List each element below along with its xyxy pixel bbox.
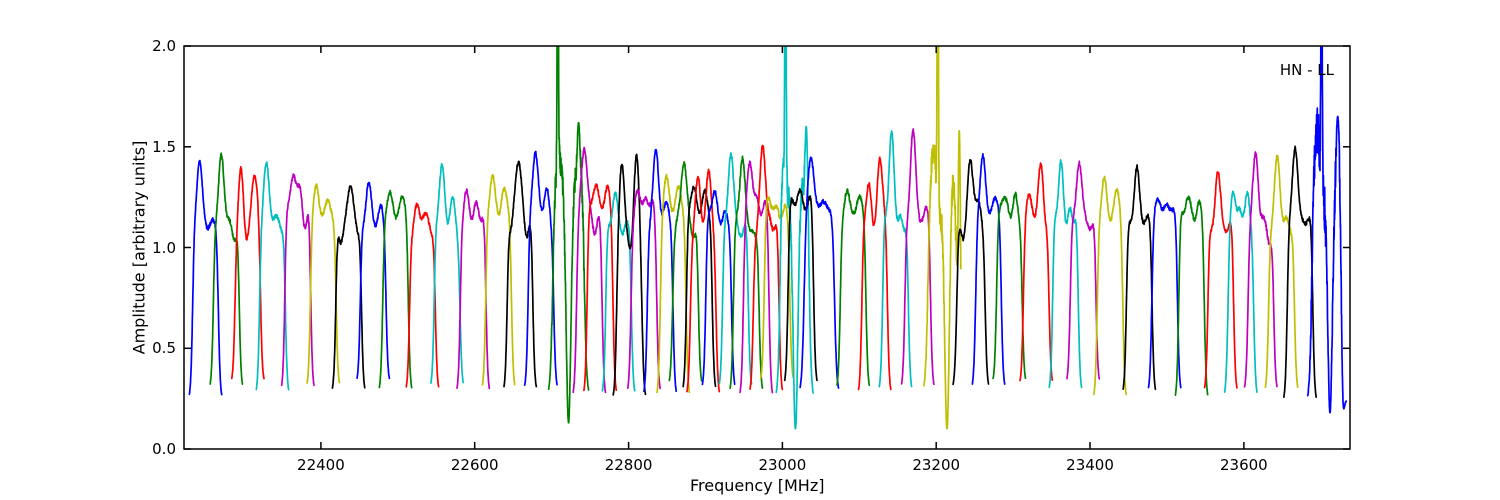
x-tick-label: 23200 [912,456,961,474]
y-tick-label: 0.0 [152,440,176,458]
y-tick-label: 2.0 [152,37,176,55]
x-tick-label: 23600 [1220,456,1268,474]
y-tick-label: 0.5 [152,339,176,358]
corner-label: HN - LL [1279,61,1334,79]
x-tick-label: 22400 [297,456,345,474]
y-tick-label: 1.5 [152,137,176,156]
x-tick-label: 23000 [758,456,807,474]
x-tick-label: 22800 [604,456,653,474]
y-tick-label: 1.0 [152,238,176,257]
x-axis-label: Frequency [MHz] [690,476,825,495]
x-tick-label: 22600 [450,456,499,474]
x-tick-label: 23400 [1066,456,1114,474]
